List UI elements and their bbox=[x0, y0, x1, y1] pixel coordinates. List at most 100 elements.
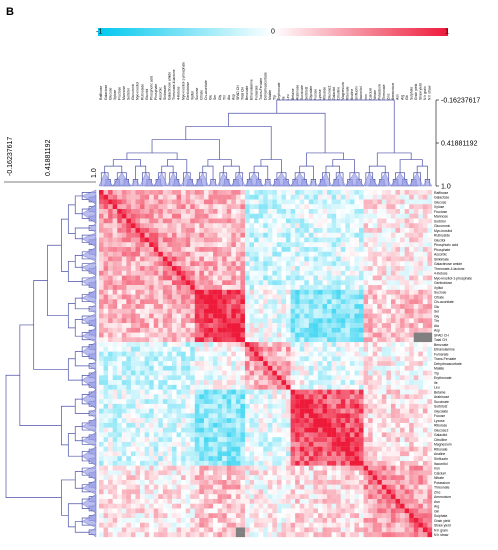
dendrogram-cluster-wedge bbox=[81, 261, 97, 276]
heatmap-cell bbox=[381, 475, 387, 481]
heatmap-cell bbox=[208, 218, 214, 224]
heatmap-cell bbox=[208, 204, 214, 210]
heatmap-cell bbox=[235, 403, 241, 409]
heatmap-cell bbox=[235, 266, 241, 271]
heatmap-cell bbox=[327, 213, 332, 219]
row-label: Arg bbox=[434, 505, 439, 509]
heatmap-cell bbox=[181, 342, 186, 348]
heatmap-cell bbox=[404, 351, 410, 357]
heatmap-cell bbox=[121, 332, 127, 338]
heatmap-cell bbox=[130, 384, 136, 390]
heatmap-cell bbox=[377, 323, 382, 328]
heatmap-cell bbox=[340, 389, 346, 395]
heatmap-cell bbox=[340, 228, 346, 233]
heatmap-cell bbox=[176, 223, 182, 229]
heatmap-cell bbox=[185, 460, 191, 466]
heatmap-cell bbox=[409, 346, 414, 352]
heatmap-cell bbox=[422, 432, 428, 438]
heatmap-cell bbox=[208, 432, 214, 438]
heatmap-cell bbox=[213, 213, 218, 219]
heatmap-cell bbox=[363, 375, 369, 381]
heatmap-cell bbox=[171, 232, 177, 238]
heatmap-cell bbox=[390, 337, 396, 343]
row-label: Betaine bbox=[434, 390, 446, 394]
heatmap-cell bbox=[290, 223, 296, 229]
heatmap-cell bbox=[381, 399, 387, 405]
heatmap-cell bbox=[167, 370, 173, 376]
heatmap-cell bbox=[377, 280, 382, 286]
heatmap-cell bbox=[299, 209, 305, 214]
heatmap-cell bbox=[222, 342, 227, 348]
column-label: Sucrose bbox=[195, 87, 199, 100]
heatmap-cell bbox=[295, 285, 300, 290]
heatmap-cell bbox=[322, 370, 328, 376]
heatmap-cell bbox=[427, 228, 433, 233]
heatmap-cell bbox=[194, 441, 200, 447]
heatmap-cell bbox=[286, 266, 291, 271]
heatmap-cell bbox=[235, 313, 241, 319]
heatmap-cell bbox=[322, 318, 328, 324]
heatmap-cell bbox=[213, 351, 218, 357]
heatmap-cell bbox=[108, 456, 113, 462]
heatmap-cell bbox=[308, 228, 314, 233]
heatmap-cell bbox=[377, 342, 382, 348]
heatmap-cell bbox=[126, 370, 132, 376]
heatmap-cell bbox=[299, 346, 305, 352]
dendrogram-branch bbox=[61, 218, 69, 272]
heatmap-cell bbox=[226, 289, 232, 295]
top-dendrogram-axis: -0.16237617 0.41881192 1.0 bbox=[435, 98, 480, 191]
heatmap-cell bbox=[354, 237, 360, 243]
heatmap-cell bbox=[112, 432, 118, 438]
heatmap-cell bbox=[359, 218, 364, 224]
heatmap-cell bbox=[354, 242, 360, 248]
heatmap-cell bbox=[162, 213, 168, 219]
heatmap-cell bbox=[153, 361, 159, 367]
heatmap-cell bbox=[194, 213, 200, 219]
heatmap-cell bbox=[130, 318, 136, 324]
heatmap-cell bbox=[372, 209, 378, 214]
heatmap-cell bbox=[203, 365, 209, 371]
dendrogram-branch bbox=[126, 152, 178, 160]
heatmap-cell bbox=[99, 479, 104, 485]
heatmap-cell bbox=[171, 427, 177, 433]
heatmap-cell bbox=[317, 413, 323, 419]
heatmap-cell bbox=[386, 247, 392, 252]
heatmap-cell bbox=[327, 446, 332, 452]
heatmap-cell bbox=[390, 190, 396, 195]
heatmap-cell bbox=[222, 237, 227, 243]
heatmap-cell bbox=[354, 251, 360, 257]
heatmap-cell bbox=[171, 223, 177, 229]
heatmap-cell bbox=[390, 204, 396, 210]
heatmap-cell bbox=[190, 356, 195, 362]
heatmap-cell bbox=[217, 365, 223, 371]
heatmap-cell bbox=[400, 413, 405, 419]
heatmap-cell bbox=[272, 351, 278, 357]
heatmap-cell bbox=[135, 365, 141, 371]
heatmap-cell bbox=[149, 213, 154, 219]
heatmap-cell bbox=[171, 332, 177, 338]
heatmap-cell bbox=[149, 337, 154, 343]
heatmap-cell bbox=[404, 223, 410, 229]
heatmap-cell bbox=[217, 327, 223, 333]
heatmap-cell bbox=[99, 261, 104, 267]
heatmap-cell bbox=[363, 280, 369, 286]
heatmap-cell bbox=[208, 266, 214, 271]
heatmap-cell bbox=[244, 280, 250, 286]
heatmap-cell bbox=[409, 228, 414, 233]
heatmap-cell bbox=[381, 199, 387, 205]
heatmap-cell bbox=[176, 318, 182, 324]
heatmap-cell bbox=[313, 470, 319, 476]
heatmap-cell bbox=[244, 365, 250, 371]
heatmap-cell bbox=[226, 285, 232, 290]
heatmap-cell bbox=[290, 256, 296, 262]
heatmap-cell bbox=[267, 285, 273, 290]
heatmap-cell bbox=[390, 351, 396, 357]
heatmap-cell bbox=[149, 261, 154, 267]
heatmap-cell bbox=[313, 365, 319, 371]
heatmap-cell bbox=[272, 199, 278, 205]
heatmap-cell bbox=[149, 270, 154, 276]
heatmap-cell bbox=[213, 218, 218, 224]
heatmap-cell bbox=[185, 209, 191, 214]
heatmap-cell bbox=[359, 280, 364, 286]
heatmap-cell bbox=[422, 427, 428, 433]
